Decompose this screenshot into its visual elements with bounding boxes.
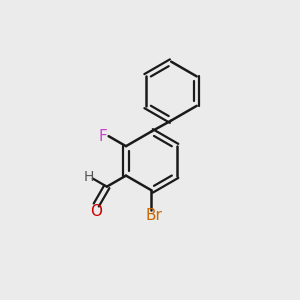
Text: Br: Br — [146, 208, 162, 223]
Text: F: F — [99, 129, 108, 144]
Text: H: H — [84, 170, 94, 184]
Text: O: O — [90, 204, 102, 219]
